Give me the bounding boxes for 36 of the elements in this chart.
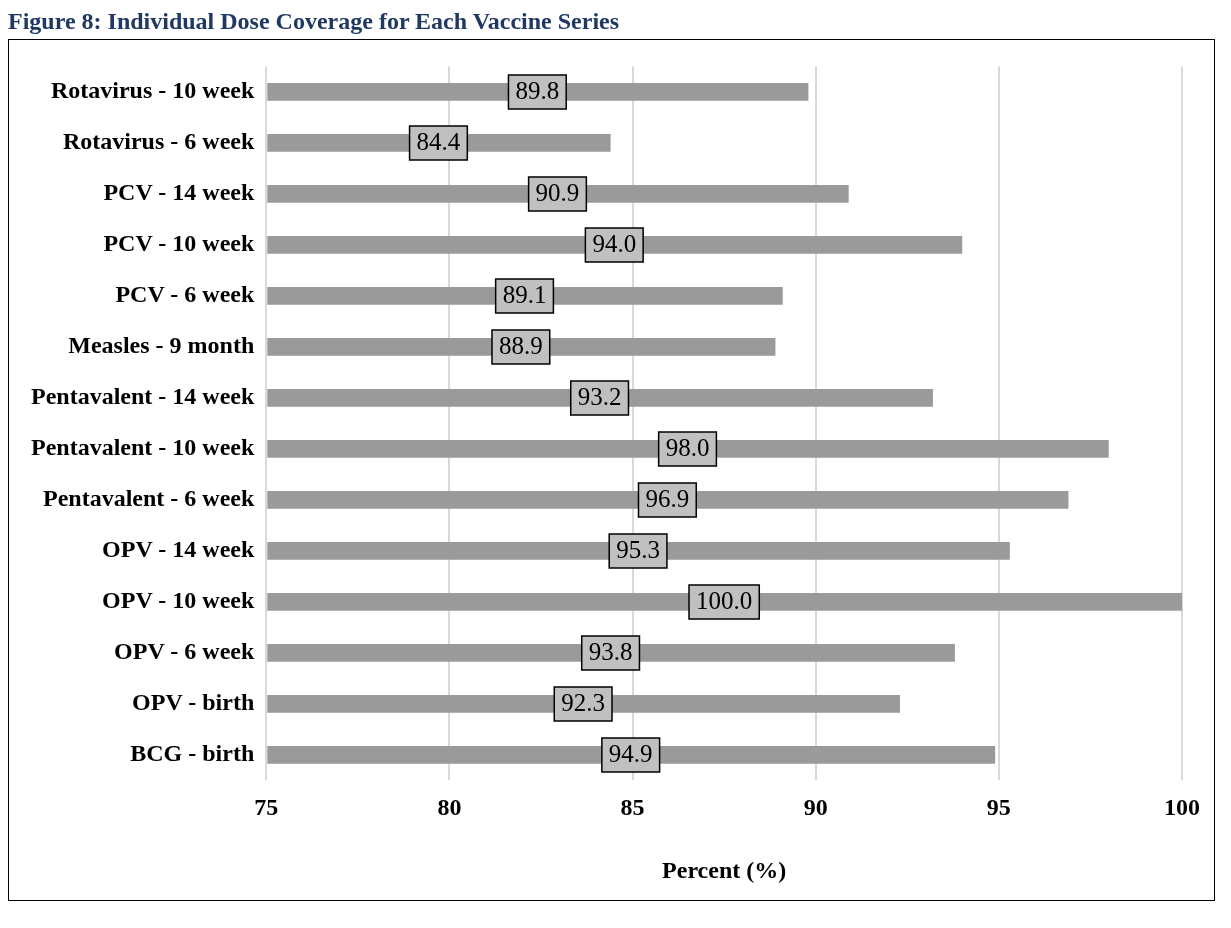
data-label: 93.8 (588, 638, 633, 666)
x-tick-label: 80 (437, 794, 462, 820)
x-axis-title: Percent (%) (662, 856, 787, 883)
chart-title: Figure 8: Individual Dose Coverage for Each Vaccine Series (8, 8, 621, 35)
data-label: 93.2 (577, 383, 622, 411)
data-label: 94.9 (608, 740, 653, 768)
data-label: 92.3 (561, 689, 605, 717)
y-tick-label: OPV - 14 week (102, 536, 255, 563)
y-tick-label: Pentavalent - 10 week (30, 434, 255, 461)
data-label: 100.0 (696, 587, 753, 615)
x-tick-label: 90 (803, 794, 828, 820)
y-tick-label: BCG - birth (130, 740, 255, 767)
y-tick-label: Rotavirus - 6 week (62, 128, 255, 155)
x-tick-label: 75 (254, 794, 279, 820)
y-tick-label: Rotavirus - 10 week (50, 77, 255, 104)
data-label: 95.3 (616, 536, 660, 564)
y-tick-label: Measles - 9 month (68, 332, 255, 359)
x-tick-label: 95 (986, 794, 1011, 820)
y-tick-label: OPV - 6 week (114, 638, 255, 665)
data-label: 84.4 (416, 128, 461, 156)
data-label: 88.9 (498, 332, 543, 360)
x-tick-label: 100 (1164, 794, 1200, 820)
data-label: 94.0 (592, 230, 637, 258)
data-label: 90.9 (535, 179, 580, 207)
y-tick-label: Pentavalent - 14 week (30, 383, 255, 410)
y-tick-label: PCV - 14 week (103, 179, 255, 206)
y-tick-label: PCV - 10 week (103, 230, 255, 257)
data-label: 89.8 (515, 77, 560, 105)
data-label: 98.0 (665, 434, 710, 462)
data-label: 89.1 (502, 281, 547, 309)
x-tick-label: 85 (620, 794, 645, 820)
y-tick-label: OPV - birth (132, 689, 255, 716)
data-label: 96.9 (645, 485, 690, 513)
y-tick-label: PCV - 6 week (115, 281, 255, 308)
y-tick-label: OPV - 10 week (102, 587, 255, 614)
y-tick-label: Pentavalent - 6 week (42, 485, 255, 512)
